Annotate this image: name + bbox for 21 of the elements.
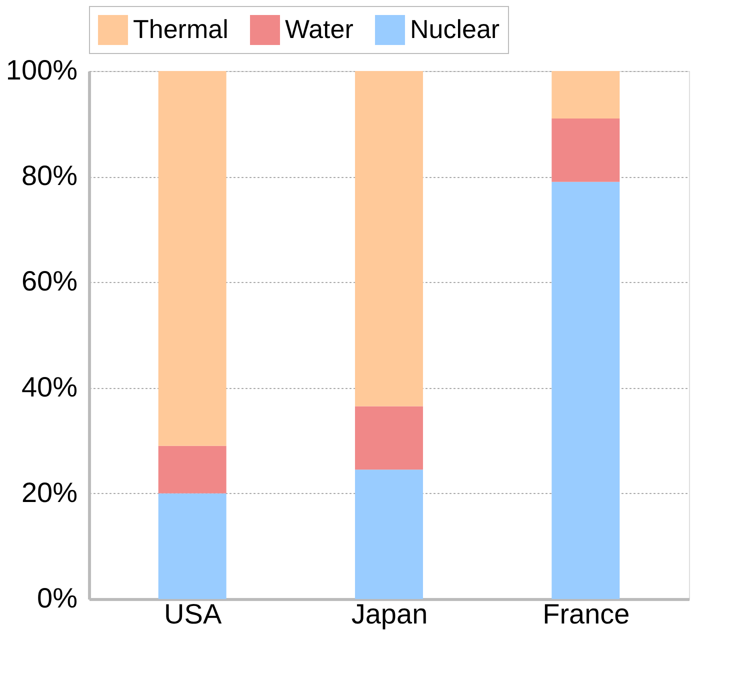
bar: [552, 118, 620, 182]
x-tick-label: France: [542, 598, 630, 630]
y-tick-label: 80%: [21, 160, 78, 192]
y-tick-label: 60%: [21, 266, 78, 297]
x-tick-label: Japan: [351, 598, 428, 630]
legend-label: Nuclear: [410, 14, 500, 44]
bar: [355, 470, 423, 599]
bar: [355, 406, 423, 470]
bar: [355, 71, 423, 406]
x-tick-label: USA: [164, 598, 222, 630]
bar: [552, 71, 620, 119]
y-tick-label: 40%: [21, 371, 78, 402]
bar: [158, 493, 226, 599]
y-tick-label: 20%: [21, 476, 78, 508]
bar: [158, 71, 226, 446]
legend-label: Thermal: [133, 14, 228, 44]
bar: [552, 182, 620, 599]
bar: [158, 446, 226, 494]
y-tick-label: 100%: [6, 54, 78, 86]
legend-label: Water: [285, 14, 354, 44]
y-tick-label: 0%: [37, 582, 78, 614]
